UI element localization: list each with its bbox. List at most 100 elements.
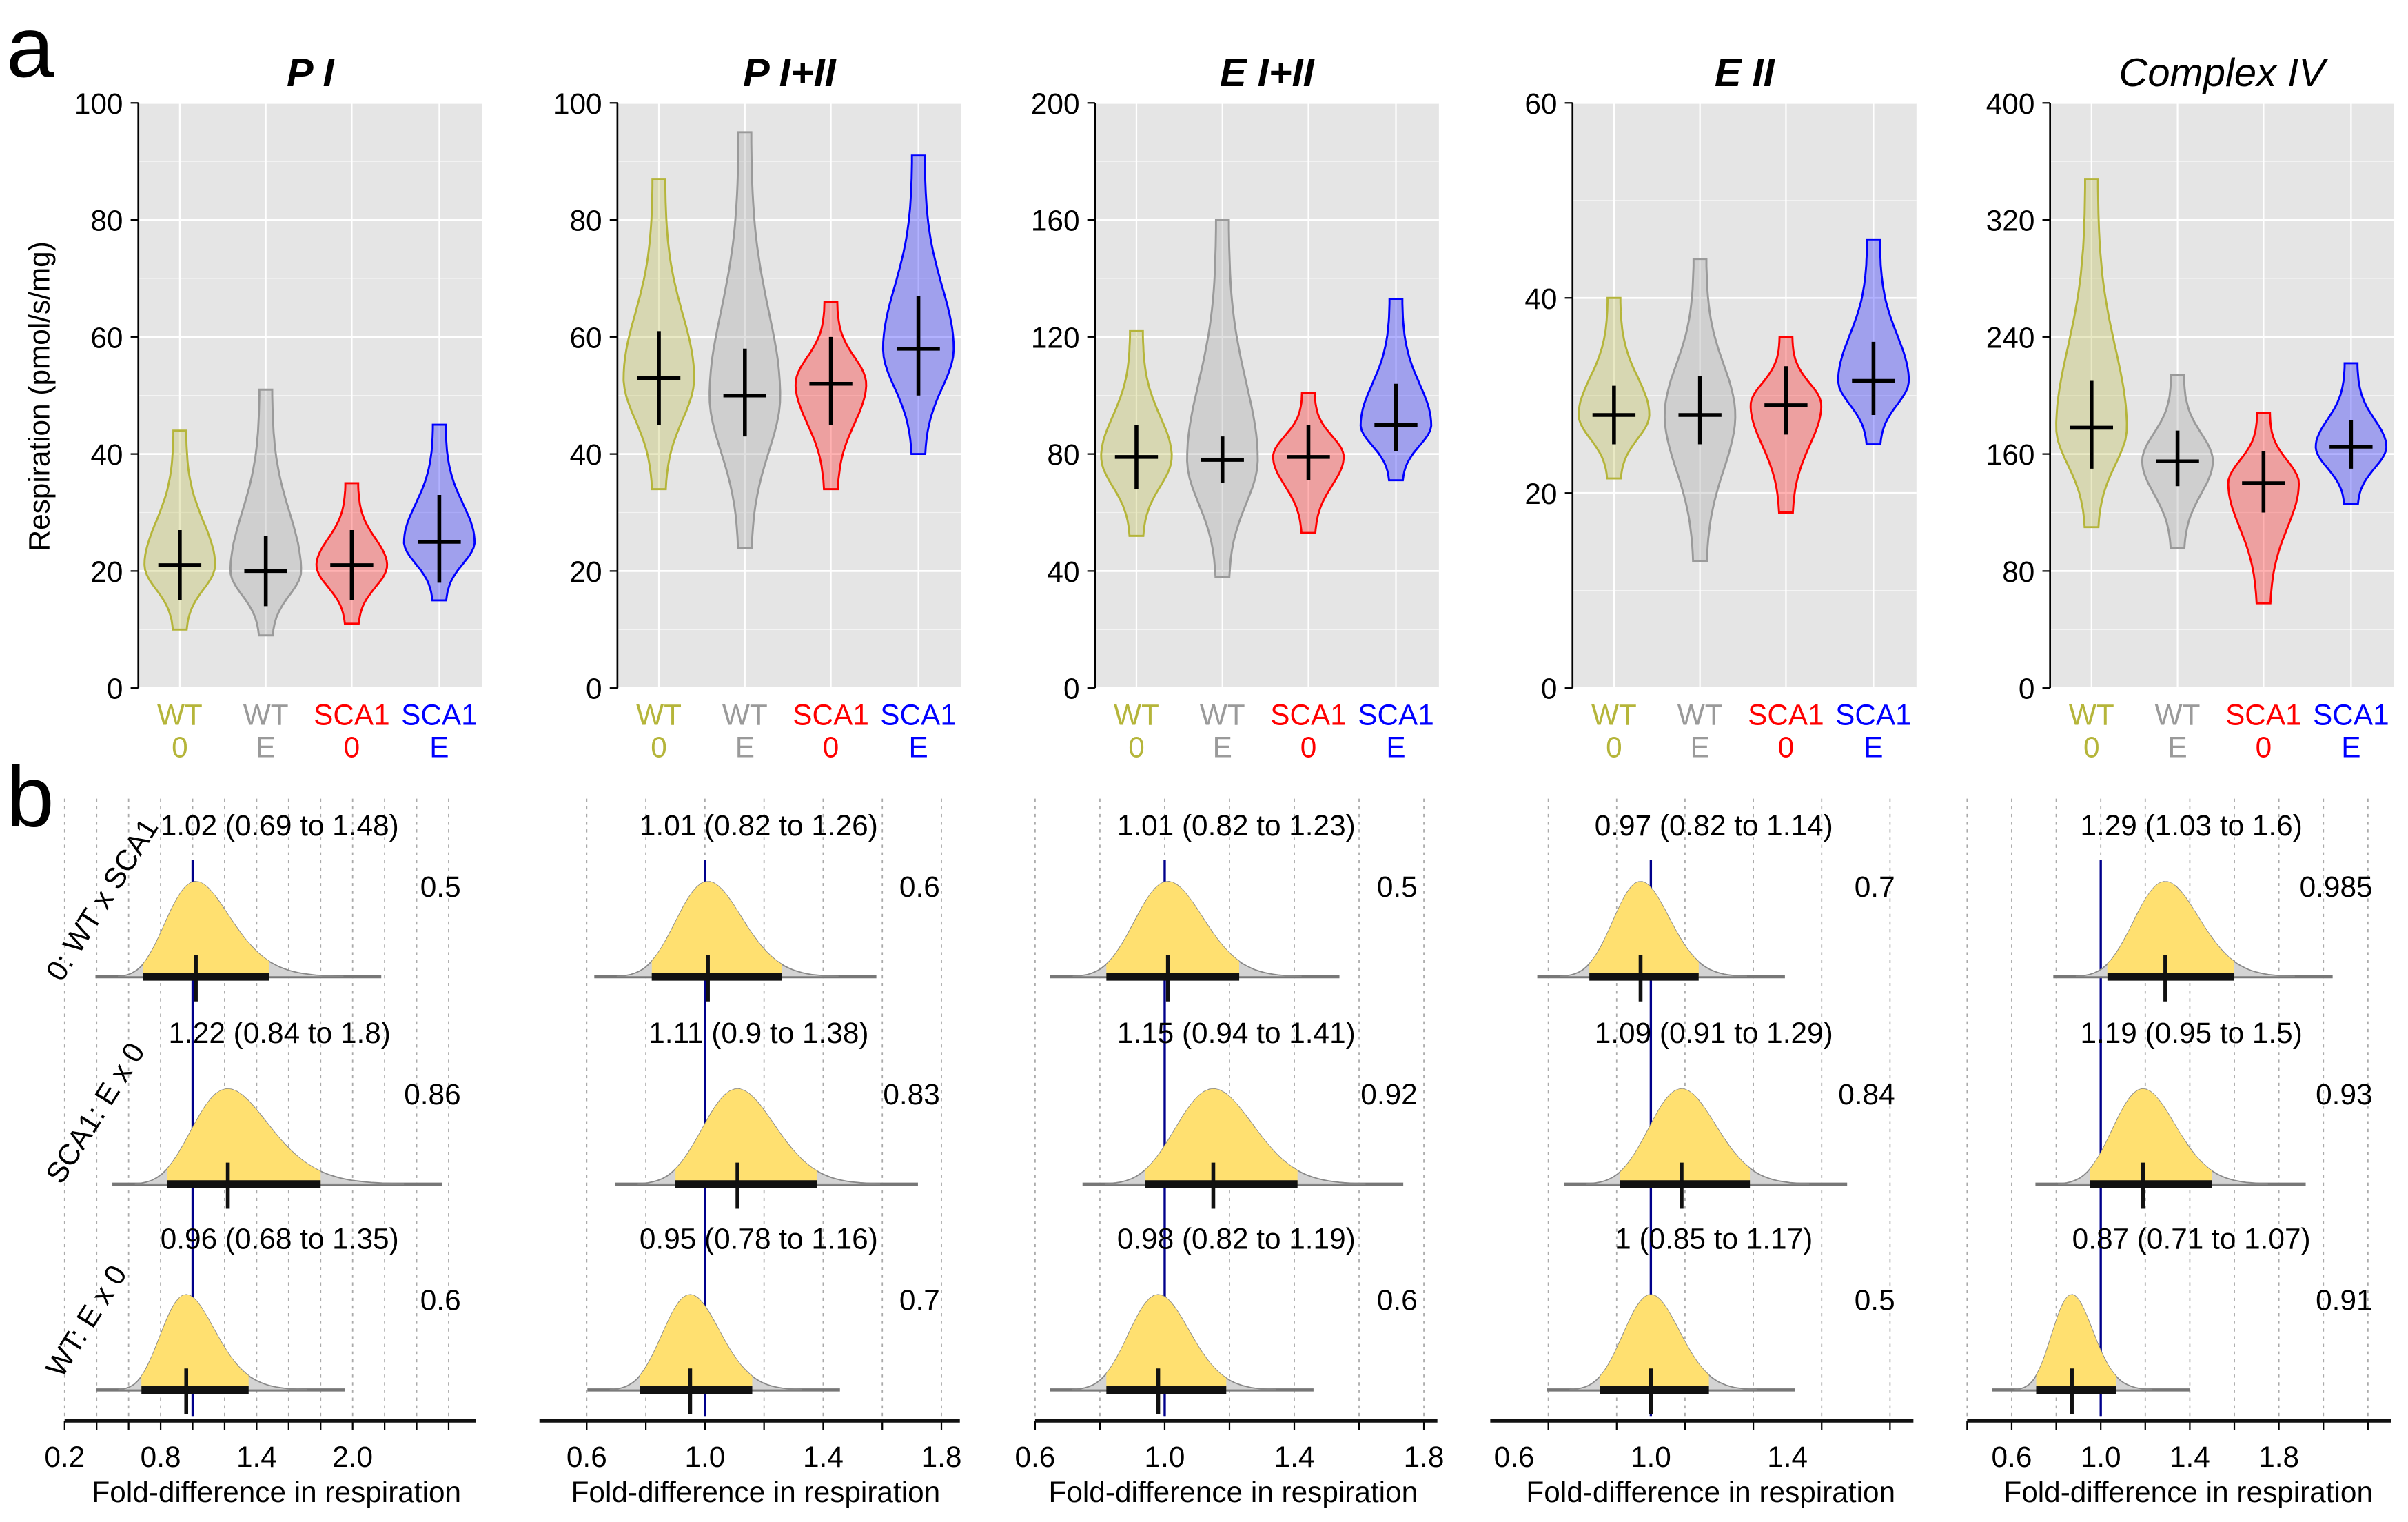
contrast-estimate-label: 1.01 (0.82 to 1.23) — [1117, 809, 1356, 842]
panel-title: P I — [287, 51, 336, 95]
group-label: E — [908, 731, 928, 763]
x-tick-label: 0.2 — [44, 1441, 85, 1473]
row-label: WT: E x 0 — [39, 1259, 133, 1382]
group-label: E — [2341, 731, 2360, 763]
x-tick-label: 2.0 — [332, 1441, 373, 1473]
credible-interval-fill — [675, 1088, 817, 1184]
x-axis-label: Fold-difference in respiration — [1526, 1476, 1895, 1508]
credible-interval-fill — [1106, 1295, 1227, 1390]
contrast-estimate-label: 1 (0.85 to 1.17) — [1615, 1222, 1813, 1255]
panel-title: Complex IV — [2119, 51, 2329, 95]
y-tick-label: 60 — [90, 321, 123, 354]
group-label: 0 — [651, 731, 667, 763]
y-tick-label: 20 — [90, 556, 123, 588]
group-label: 0 — [823, 731, 839, 763]
group-label: E — [1386, 731, 1405, 763]
credible-interval-fill — [651, 881, 782, 977]
group-label: 0 — [1606, 731, 1622, 763]
contrast-estimate-label: 1.22 (0.84 to 1.8) — [169, 1017, 391, 1049]
y-tick-label: 200 — [1031, 88, 1080, 120]
y-tick-label: 80 — [90, 205, 123, 237]
group-label: WT — [1200, 699, 1245, 731]
y-tick-label: 80 — [570, 205, 602, 237]
y-tick-label: 0 — [586, 673, 602, 705]
group-label: WT — [2069, 699, 2114, 731]
x-axis-label: Fold-difference in respiration — [571, 1476, 941, 1508]
y-tick-label: 60 — [570, 321, 602, 354]
group-label: 0 — [1128, 731, 1145, 763]
group-label: WT — [1677, 699, 1723, 731]
contrast-estimate-label: 0.87 (0.71 to 1.07) — [2072, 1222, 2311, 1255]
contrast-estimate-label: 0.98 (0.82 to 1.19) — [1117, 1222, 1356, 1255]
group-label: 0 — [172, 731, 188, 763]
x-tick-label: 1.0 — [2081, 1441, 2121, 1473]
group-label: E — [1691, 731, 1710, 763]
contrast-estimate-label: 1.19 (0.95 to 1.5) — [2080, 1017, 2302, 1049]
probability-label: 0.91 — [2316, 1284, 2372, 1317]
credible-interval-fill — [141, 1295, 249, 1390]
probability-label: 0.5 — [1855, 1284, 1895, 1317]
panel-a-label: a — [6, 0, 54, 95]
probability-label: 0.985 — [2300, 871, 2373, 903]
x-tick-label: 0.6 — [1494, 1441, 1535, 1473]
group-label: E — [429, 731, 449, 763]
x-axis-label: Fold-difference in respiration — [92, 1476, 461, 1508]
contrast-estimate-label: 0.97 (0.82 to 1.14) — [1595, 809, 1833, 842]
y-tick-label: 80 — [2002, 556, 2034, 588]
group-label: SCA1 — [1835, 699, 1912, 731]
x-axis-label: Fold-difference in respiration — [2003, 1476, 2373, 1508]
x-tick-label: 1.0 — [1631, 1441, 1671, 1473]
probability-label: 0.7 — [899, 1284, 940, 1317]
probability-label: 0.84 — [1838, 1078, 1895, 1110]
group-label: E — [1864, 731, 1883, 763]
group-label: 0 — [1778, 731, 1795, 763]
x-tick-label: 0.6 — [567, 1441, 607, 1473]
y-tick-label: 100 — [553, 88, 602, 120]
x-tick-label: 1.4 — [2170, 1441, 2210, 1473]
group-label: SCA1 — [1748, 699, 1824, 731]
group-label: WT — [157, 699, 203, 731]
probability-label: 0.5 — [1377, 871, 1418, 903]
group-label: WT — [243, 699, 289, 731]
probability-label: 0.6 — [420, 1284, 461, 1317]
credible-interval-fill — [1589, 881, 1699, 977]
x-tick-label: 0.8 — [141, 1441, 181, 1473]
group-label: SCA1 — [2225, 699, 2302, 731]
y-tick-label: 100 — [74, 88, 123, 120]
y-tick-label: 0 — [107, 673, 123, 705]
violin — [1186, 219, 1259, 578]
group-label: E — [1213, 731, 1232, 763]
y-tick-label: 160 — [1031, 205, 1080, 237]
group-label: 0 — [344, 731, 360, 763]
credible-interval-fill — [2090, 1088, 2212, 1184]
x-tick-label: 1.4 — [1274, 1441, 1315, 1473]
y-tick-label: 40 — [1524, 283, 1557, 315]
x-tick-label: 1.8 — [2258, 1441, 2299, 1473]
contrast-estimate-label: 1.11 (0.9 to 1.38) — [649, 1017, 868, 1049]
probability-label: 0.83 — [883, 1078, 939, 1110]
group-label: E — [2167, 731, 2187, 763]
x-tick-label: 1.4 — [1767, 1441, 1808, 1473]
contrast-estimate-label: 1.15 (0.94 to 1.41) — [1117, 1017, 1356, 1049]
group-label: WT — [636, 699, 682, 731]
x-tick-label: 1.0 — [1145, 1441, 1185, 1473]
credible-interval-fill — [143, 881, 270, 977]
contrast-estimate-label: 1.29 (1.03 to 1.6) — [2080, 809, 2302, 842]
group-label: WT — [1591, 699, 1637, 731]
credible-interval-fill — [640, 1295, 753, 1390]
panel-title: E II — [1715, 51, 1776, 95]
panel-title: E I+II — [1220, 51, 1316, 95]
credible-interval-fill — [1599, 1295, 1709, 1390]
y-tick-label: 0 — [1541, 673, 1558, 705]
credible-interval-fill — [2036, 1295, 2116, 1390]
contrast-estimate-label: 1.02 (0.69 to 1.48) — [161, 809, 399, 842]
panel-b-label: b — [6, 749, 54, 845]
x-tick-label: 1.0 — [684, 1441, 725, 1473]
group-label: E — [735, 731, 755, 763]
group-label: SCA1 — [2313, 699, 2389, 731]
y-tick-label: 400 — [1986, 88, 2035, 120]
